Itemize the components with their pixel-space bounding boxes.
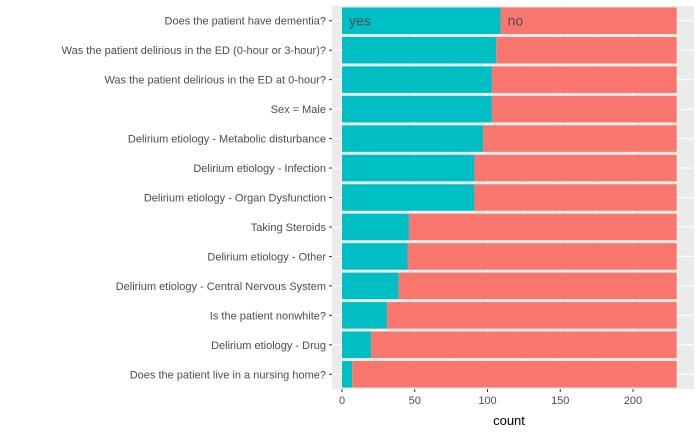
bar-yes	[342, 154, 475, 182]
x-tick-label: 200	[624, 395, 642, 407]
bar-yes	[342, 302, 388, 329]
bar-no	[474, 154, 677, 182]
annotation-no: no	[508, 13, 524, 29]
bar-no	[408, 213, 677, 241]
category-label: Delirium etiology - Organ Dysfunction	[144, 193, 326, 205]
bar-yes	[342, 7, 501, 34]
category-label: Delirium etiology - Central Nervous Syst…	[116, 281, 326, 293]
bar-no	[371, 331, 677, 359]
category-label: Was the patient delirious in the ED at 0…	[104, 75, 326, 87]
bar-no	[387, 302, 677, 329]
category-label: Is the patient nonwhite?	[210, 310, 326, 322]
x-tick-label: 100	[478, 395, 496, 407]
category-label: Does the patient live in a nursing home?	[130, 369, 326, 381]
bar-no	[474, 184, 677, 211]
bar-yes	[342, 66, 492, 93]
x-tick-label: 150	[551, 395, 569, 407]
bar-no	[491, 66, 677, 93]
x-tick-label: 0	[339, 395, 345, 407]
bar-yes	[342, 331, 372, 359]
bar-yes	[342, 272, 399, 300]
category-label: Was the patient delirious in the ED (0-h…	[62, 45, 326, 57]
category-label: Does the patient have dementia?	[165, 16, 326, 28]
bar-no	[407, 243, 677, 270]
category-label: Delirium etiology - Drug	[211, 340, 326, 352]
bar-no	[491, 95, 677, 123]
category-label: Sex = Male	[271, 104, 326, 116]
bars	[342, 7, 677, 388]
x-axis-title: count	[493, 413, 525, 428]
bar-yes	[342, 36, 497, 64]
category-label: Delirium etiology - Other	[207, 251, 326, 263]
bar-no	[500, 7, 677, 34]
category-label: Delirium etiology - Infection	[193, 163, 326, 175]
bar-yes	[342, 95, 492, 123]
category-label: Taking Steroids	[251, 222, 327, 234]
bar-yes	[342, 361, 353, 388]
bar-no	[483, 125, 677, 152]
category-labels: Does the patient have dementia? Was the p…	[62, 16, 332, 381]
x-tick-label: 50	[409, 395, 421, 407]
bar-no	[496, 36, 677, 64]
bar-yes	[342, 213, 409, 241]
annotation-yes: yes	[349, 13, 371, 29]
category-label: Delirium etiology - Metabolic disturbanc…	[128, 134, 326, 146]
bar-yes	[342, 125, 484, 152]
x-axis-ticks: 0 50 100 150 200	[339, 389, 642, 407]
bar-yes	[342, 184, 475, 211]
bar-yes	[342, 243, 408, 270]
bar-no	[352, 361, 677, 388]
bar-no	[398, 272, 677, 300]
